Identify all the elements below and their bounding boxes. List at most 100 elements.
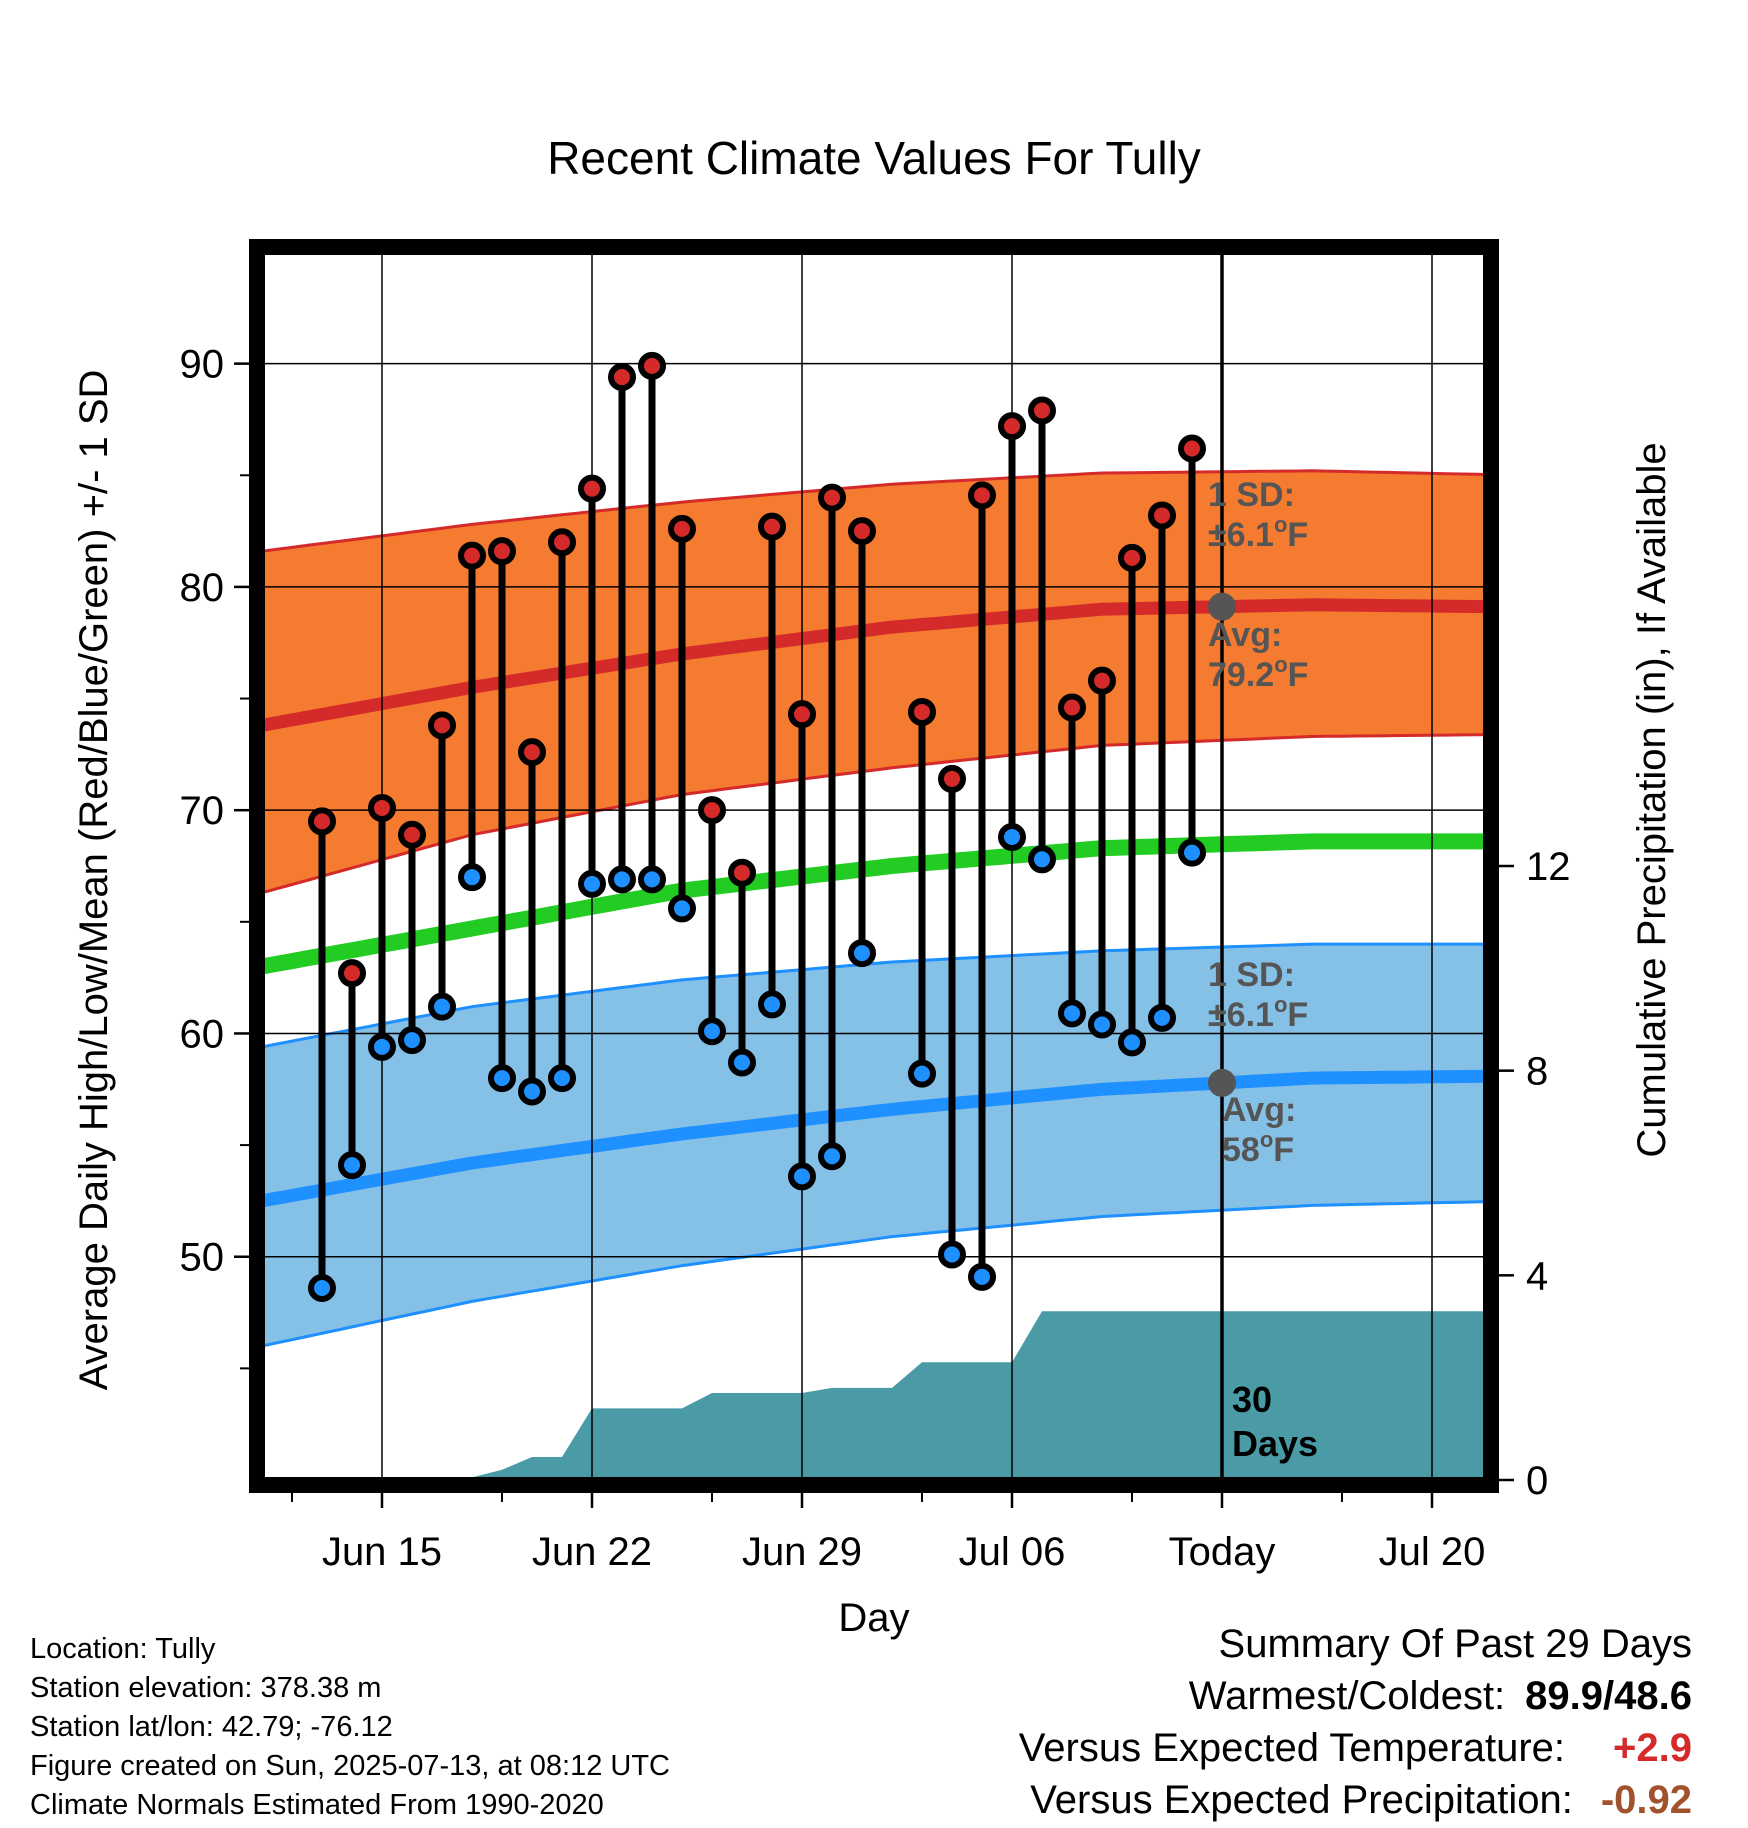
daily-low-point xyxy=(608,865,636,894)
high-avg-annotation-line: 79.2oF xyxy=(1208,652,1308,694)
daily-high-point xyxy=(1148,501,1176,530)
daily-low-point xyxy=(308,1273,336,1302)
daily-low-point xyxy=(368,1032,396,1061)
daily-low-point xyxy=(848,939,876,968)
daily-high-point xyxy=(338,959,366,988)
daily-low-point xyxy=(1028,845,1056,874)
normal-mean-line xyxy=(262,833,1486,975)
plot-clipped xyxy=(262,252,1486,1480)
high-avg-annotation-line: Avg: xyxy=(1208,616,1282,654)
daily-high-point xyxy=(428,711,456,740)
daily-low-point xyxy=(398,1026,426,1055)
info-latlon: Station lat/lon: 42.79; -76.12 xyxy=(30,1711,393,1743)
y-axis-label: Average Daily High/Low/Mean (Red/Blue/Gr… xyxy=(72,370,116,1391)
daily-high-point xyxy=(818,483,846,512)
daily-high-point xyxy=(578,474,606,503)
info-created: Figure created on Sun, 2025-07-13, at 08… xyxy=(30,1750,670,1782)
daily-high-point xyxy=(848,517,876,546)
daily-high-point xyxy=(608,363,636,392)
today-low-normal-dot xyxy=(1208,1068,1236,1097)
y-tick-label: 80 xyxy=(180,566,225,610)
high-sd-band xyxy=(262,470,1486,893)
info-location: Location: Tully xyxy=(30,1633,216,1665)
y-right-tick-label: 4 xyxy=(1526,1254,1548,1298)
daily-low-point xyxy=(1088,1010,1116,1039)
low-avg-annotation-line: Avg: xyxy=(1222,1091,1296,1129)
low-avg-annotation-line: 58oF xyxy=(1222,1127,1294,1169)
info-normals: Climate Normals Estimated From 1990-2020 xyxy=(30,1789,604,1821)
daily-high-point xyxy=(968,481,996,510)
daily-high-point xyxy=(788,700,816,729)
daily-high-point xyxy=(728,858,756,887)
daily-low-point xyxy=(758,990,786,1019)
summary-warmest-label: Warmest/Coldest: xyxy=(1188,1674,1506,1718)
daily-low-point xyxy=(548,1064,576,1093)
y-axis-label-right: Cumulative Precipitation (in), If Availa… xyxy=(1630,442,1674,1157)
daily-low-point xyxy=(338,1151,366,1180)
low-sd-annotation-line: ±6.1oF xyxy=(1208,992,1308,1034)
daily-low-point xyxy=(668,894,696,923)
daily-low-point xyxy=(788,1162,816,1191)
daily-high-point xyxy=(1178,434,1206,463)
high-sd-annotation-line: 1 SD: xyxy=(1208,476,1295,514)
daily-high-point xyxy=(398,820,426,849)
x-tick-label: Jul 20 xyxy=(1379,1530,1486,1574)
x-tick-label: Jun 15 xyxy=(322,1530,442,1574)
plot-frame xyxy=(249,239,1499,1493)
daily-high-point xyxy=(668,514,696,543)
y-right-tick-label: 0 xyxy=(1526,1459,1548,1503)
daily-low-point xyxy=(1058,999,1086,1028)
daily-low-point xyxy=(998,822,1026,851)
low-sd-upper-line xyxy=(262,942,1486,1049)
summary-warmest-value: 89.9/48.6 xyxy=(1525,1674,1692,1718)
daily-high-point xyxy=(1118,543,1146,572)
daily-high-point xyxy=(638,351,666,380)
daily-low-point xyxy=(1178,838,1206,867)
normal-low-line xyxy=(262,1069,1486,1208)
daily-high-point xyxy=(1058,693,1086,722)
daily-low-point xyxy=(638,865,666,894)
x-tick-label: Today xyxy=(1169,1530,1276,1574)
summary-temp-value: +2.9 xyxy=(1613,1726,1692,1770)
info-elevation: Station elevation: 378.38 m xyxy=(30,1672,382,1704)
period-label: 30 xyxy=(1232,1379,1272,1420)
summary-warmest: Warmest/Coldest: 89.9/48.6 xyxy=(1189,1674,1692,1719)
summary-temp-label: Versus Expected Temperature: xyxy=(1018,1726,1566,1770)
daily-low-point xyxy=(1118,1028,1146,1057)
low-sd-band xyxy=(262,944,1486,1346)
x-tick-label: Jun 22 xyxy=(532,1530,652,1574)
daily-high-point xyxy=(548,528,576,557)
daily-high-point xyxy=(488,537,516,566)
daily-low-point xyxy=(938,1240,966,1269)
high-sd-upper-line xyxy=(262,469,1486,553)
today-high-normal-dot xyxy=(1208,592,1236,621)
daily-high-point xyxy=(1028,396,1056,425)
x-tick-label: Jun 29 xyxy=(742,1530,862,1574)
daily-low-point xyxy=(428,992,456,1021)
summary-precip-value: -0.92 xyxy=(1600,1778,1692,1822)
daily-high-point xyxy=(518,738,546,767)
daily-low-point xyxy=(458,863,486,892)
summary-precip-label: Versus Expected Precipitation: xyxy=(1030,1778,1573,1822)
x-axis-label: Day xyxy=(838,1596,909,1640)
y-tick-label: 60 xyxy=(180,1012,225,1056)
daily-high-point xyxy=(308,807,336,836)
chart-title: Recent Climate Values For Tully xyxy=(547,132,1201,184)
precip-area xyxy=(322,1311,1486,1480)
summary-precip: Versus Expected Precipitation: -0.92 xyxy=(1030,1778,1692,1823)
daily-low-point xyxy=(968,1262,996,1291)
daily-high-point xyxy=(698,796,726,825)
y-right-tick-label: 8 xyxy=(1526,1050,1548,1094)
daily-low-point xyxy=(698,1017,726,1046)
period-label: Days xyxy=(1232,1423,1318,1464)
y-right-tick-label: 12 xyxy=(1526,845,1571,889)
daily-low-point xyxy=(728,1048,756,1077)
daily-low-point xyxy=(488,1064,516,1093)
daily-high-point xyxy=(1088,666,1116,695)
daily-high-point xyxy=(908,697,936,726)
daily-high-point xyxy=(938,764,966,793)
y-tick-label: 50 xyxy=(180,1236,225,1280)
low-sd-annotation-line: 1 SD: xyxy=(1208,956,1295,994)
